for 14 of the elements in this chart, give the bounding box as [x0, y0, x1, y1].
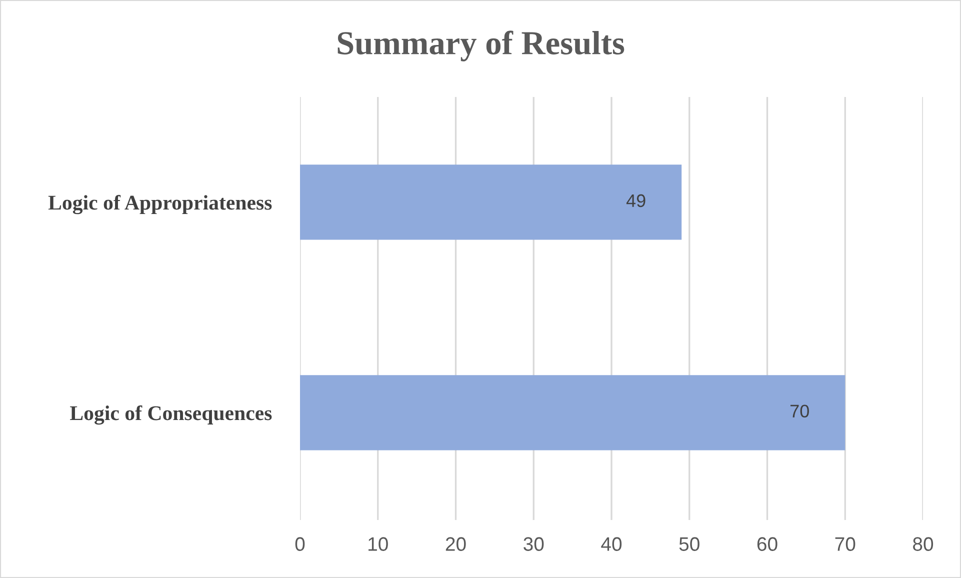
x-tick-label: 10	[368, 537, 388, 551]
x-tick-label: 0	[295, 537, 305, 551]
x-tick-label: 60	[757, 537, 778, 551]
x-tick-label: 30	[524, 537, 544, 551]
x-tick-label: 40	[601, 537, 622, 551]
y-tick-label: Logic of Consequences	[70, 405, 272, 425]
x-tick-label: 80	[913, 537, 934, 551]
x-tick-label: 20	[446, 537, 466, 551]
y-tick-label: Logic of Appropriateness	[48, 194, 272, 214]
x-tick-label: 70	[835, 537, 856, 551]
chart-title: Summary of Results	[338, 30, 624, 62]
data-label: 70	[790, 404, 809, 418]
x-tick-label: 50	[679, 537, 700, 551]
data-label: 49	[626, 194, 646, 208]
